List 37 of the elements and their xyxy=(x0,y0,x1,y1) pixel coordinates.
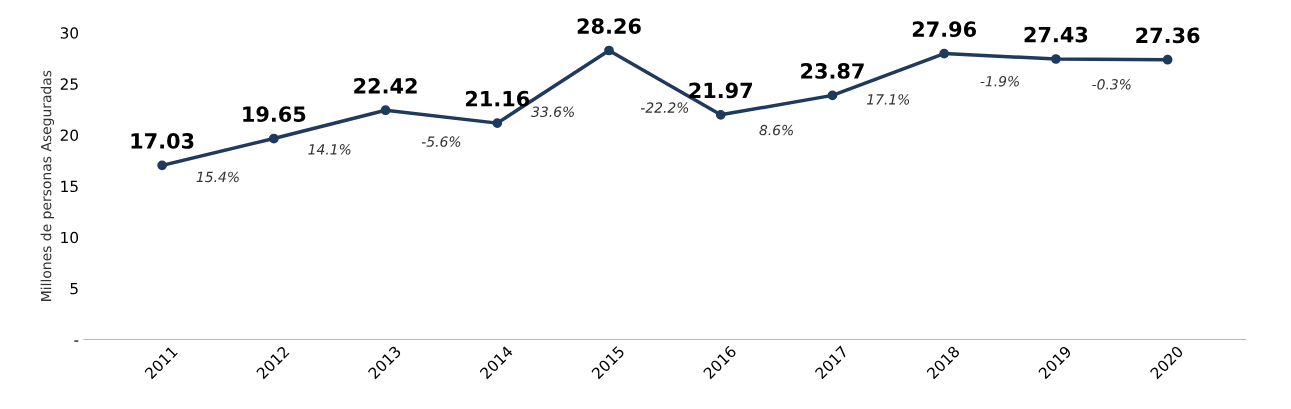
point xyxy=(939,48,950,59)
point xyxy=(157,160,167,171)
data-label: 19.65 xyxy=(243,106,306,123)
data-label: 17.03 xyxy=(131,133,194,149)
point xyxy=(604,45,614,56)
point xyxy=(715,109,726,120)
annotation: 14.1% xyxy=(308,144,351,155)
point xyxy=(1162,54,1173,65)
point xyxy=(492,118,503,128)
annotation: -1.9% xyxy=(980,75,1019,87)
y-tick-label: - xyxy=(74,340,79,342)
data-label: 22.42 xyxy=(354,77,417,94)
y-tick-label: 25 xyxy=(60,78,78,90)
data-label: 23.87 xyxy=(801,63,864,79)
annotation: 15.4% xyxy=(196,171,239,183)
annotation: -5.6% xyxy=(421,136,461,147)
y-tick-label: 5 xyxy=(70,283,78,295)
data-label: 21.16 xyxy=(465,90,530,107)
annotation: 8.6% xyxy=(759,124,793,136)
annotation: -22.2% xyxy=(640,102,689,113)
y-tick-label: 10 xyxy=(61,231,79,244)
point xyxy=(380,105,391,116)
y-tick-label: 15 xyxy=(61,180,78,193)
y-tick-label: 20 xyxy=(60,129,79,141)
y-tick-label: 30 xyxy=(60,27,79,39)
point xyxy=(1051,54,1061,64)
annotation: 17.1% xyxy=(866,94,910,105)
annotation: 33.6% xyxy=(531,106,574,118)
annotation: -0.3% xyxy=(1092,79,1131,90)
y-axis-title: Millones de personas Aseguradas xyxy=(40,70,55,301)
data-label: 27.36 xyxy=(1136,27,1200,44)
data-label: 27.43 xyxy=(1024,26,1088,43)
data-label: 21.97 xyxy=(689,82,753,99)
point xyxy=(827,90,838,101)
data-label: 28.26 xyxy=(577,18,641,34)
data-label: 27.96 xyxy=(912,21,976,38)
point xyxy=(268,133,279,144)
